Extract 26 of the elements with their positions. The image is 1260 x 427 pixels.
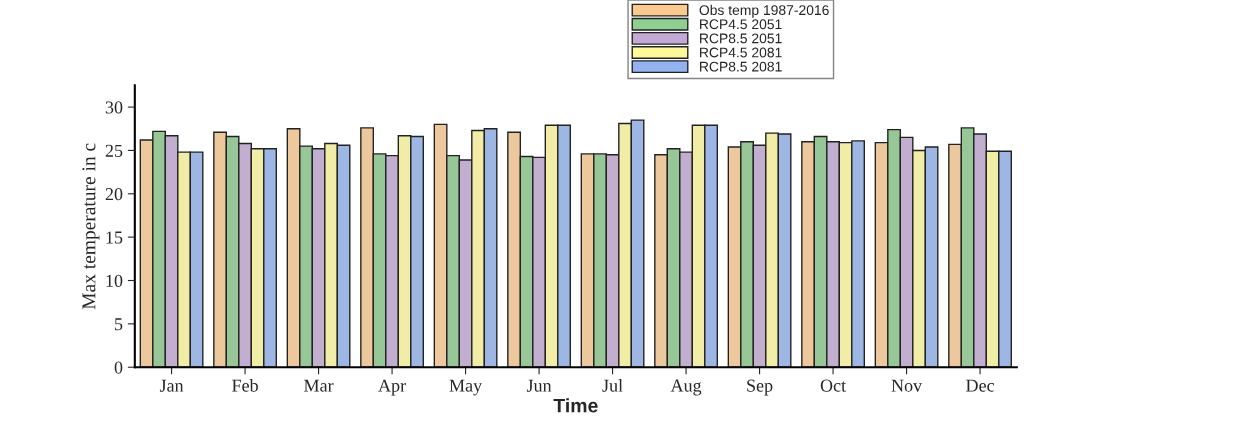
x-tick-label: Mar: [304, 379, 334, 392]
x-tick-label: Jan: [159, 379, 184, 392]
y-tick-label: 30: [105, 101, 123, 114]
y-tick-label: 5: [115, 318, 123, 331]
x-tick-label: Jun: [526, 379, 552, 392]
x-tick-label: Aug: [670, 379, 702, 396]
y-axis-title: Max temperature in c: [82, 143, 100, 310]
legend-label: RCP4.5 2081: [700, 47, 782, 58]
x-tick-label: May: [449, 379, 483, 396]
legend-label: Obs temp 1987-2016: [699, 4, 829, 18]
x-axis-title: Time: [553, 398, 598, 413]
y-tick-label: 25: [105, 144, 123, 157]
y-tick-label: 0: [114, 361, 123, 374]
y-tick-label: 20: [105, 188, 123, 201]
x-tick-label: Sep: [747, 379, 773, 396]
x-tick-label: Oct: [820, 379, 846, 392]
legend-label: RCP8.5 2051: [700, 33, 782, 44]
legend-label: RCP4.5 2051: [700, 19, 782, 30]
x-tick-label: Apr: [378, 379, 406, 396]
legend-label: RCP8.5 2081: [700, 61, 782, 72]
y-tick-label: 10: [106, 274, 123, 287]
x-tick-label: Dec: [966, 379, 995, 392]
x-tick-label: Feb: [232, 379, 258, 392]
y-tick-label: 15: [106, 231, 123, 244]
x-tick-label: Jul: [602, 379, 623, 392]
x-tick-label: Nov: [891, 379, 923, 392]
